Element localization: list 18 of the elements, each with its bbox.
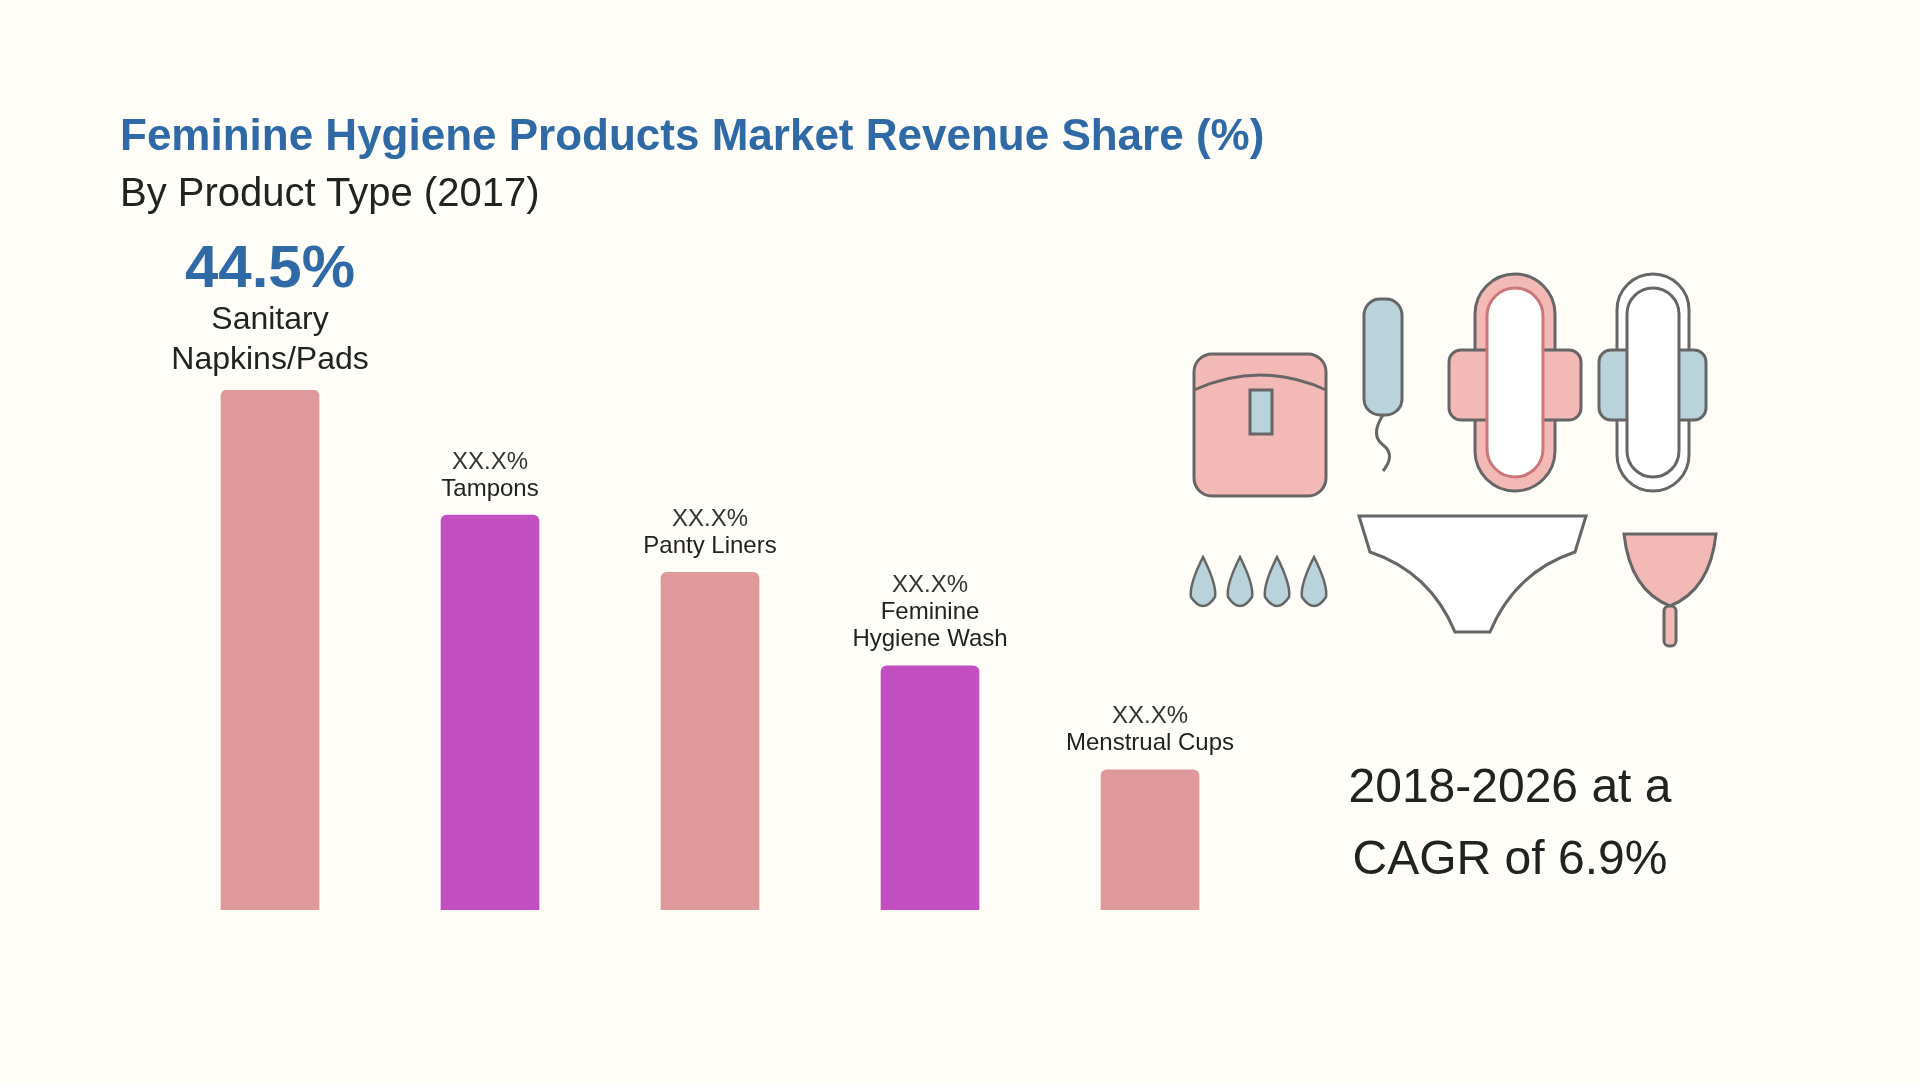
data-label: XX.X% (1111, 701, 1189, 729)
data-label: XX.X% (451, 446, 529, 474)
x-tick-label: Panty Liners (643, 530, 777, 558)
data-label: 44.5% (184, 232, 356, 300)
x-tick-label: Sanitary Napkins/Pads (171, 299, 369, 376)
data-label: XX.X% (671, 503, 749, 531)
bar (440, 514, 540, 910)
bar (880, 665, 980, 910)
x-tick-label: Feminine Hygiene Wash (852, 597, 1008, 652)
bar (1100, 769, 1200, 910)
bar (220, 390, 320, 910)
x-tick-label: Tampons (441, 473, 539, 501)
bar (660, 571, 760, 910)
text: 2018-2026 at a CAGR of 6.9% (1347, 758, 1673, 886)
chart-title: Feminine Hygiene Products Market Revenue Share (%) (120, 110, 1265, 160)
chart-subtitle: By Product Type (2017) (120, 170, 540, 215)
data-label: XX.X% (891, 570, 969, 598)
x-tick-label: Menstrual Cups (1065, 728, 1235, 756)
